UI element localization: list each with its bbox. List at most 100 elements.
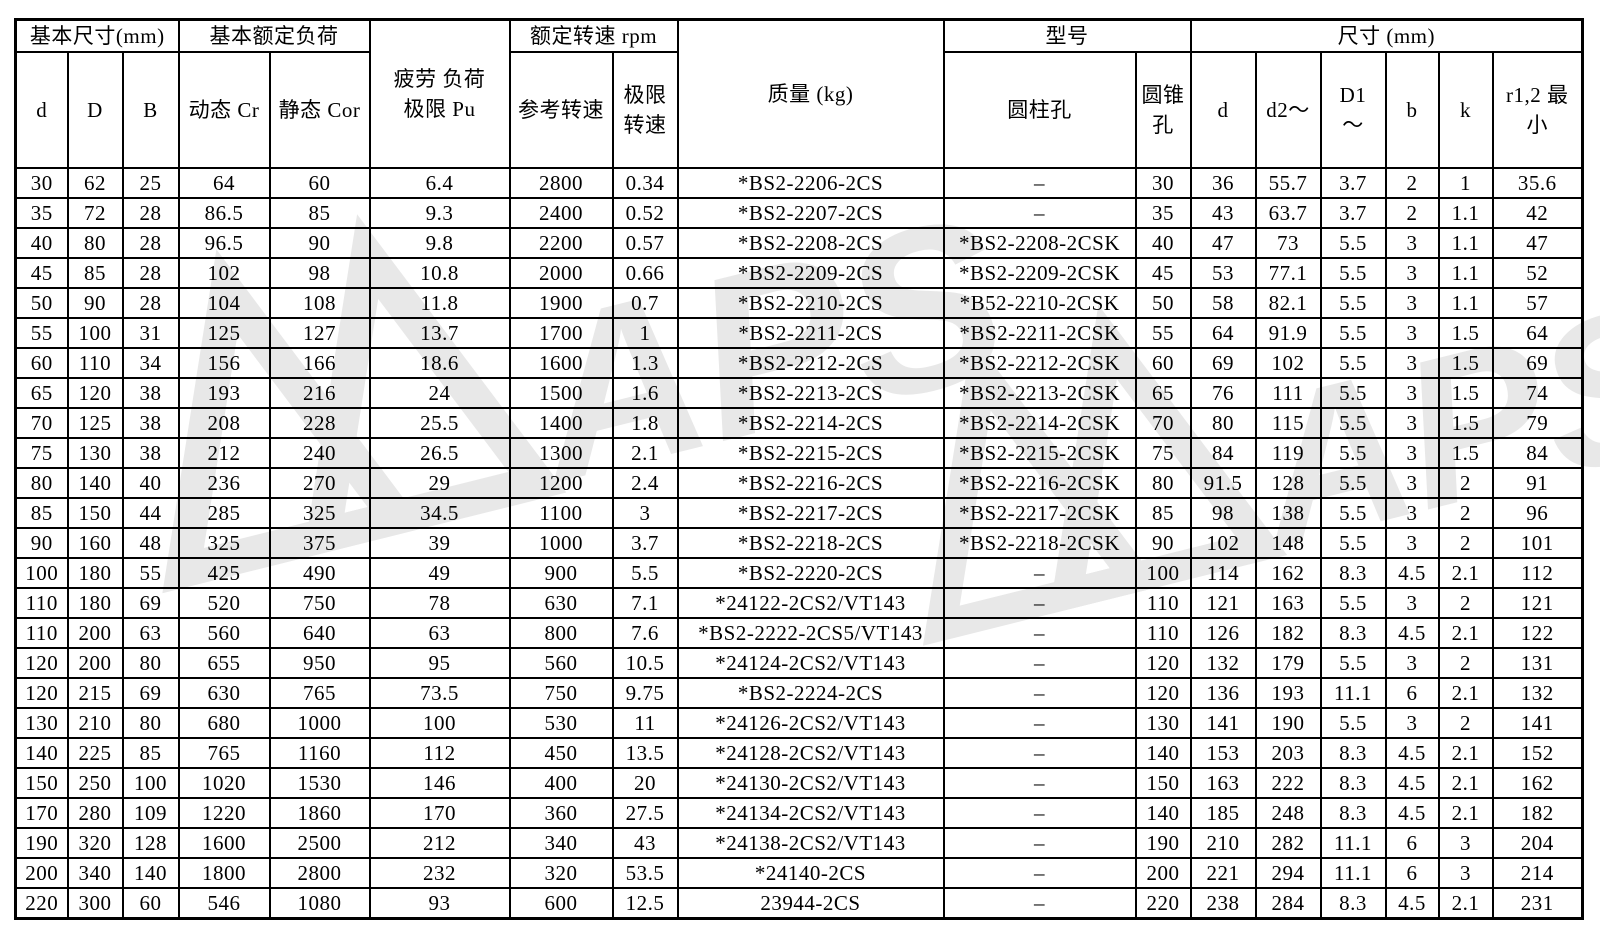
table-cell: 100 (66, 317, 124, 350)
table-cell: 6.4 (368, 167, 511, 200)
table-cell: 100 (1134, 557, 1192, 590)
table-cell: 1 (611, 317, 679, 350)
bearing-spec-table: 基本尺寸(mm) 基本额定负荷 疲劳 负荷 极限 Pu 额定转速 rpm 质量 … (14, 18, 1585, 921)
table-cell: 248 (1254, 797, 1322, 830)
table-cell: 3 (1384, 647, 1440, 680)
table-cell: 400 (508, 767, 614, 800)
table-cell: 3 (1384, 347, 1440, 380)
table-cell: 190 (1134, 827, 1192, 860)
table-cell: 20 (611, 767, 679, 800)
table-cell: 6 (1384, 857, 1440, 890)
table-cell: 0.57 (611, 227, 679, 260)
table-cell: *BS2-2222-2CS5/VT143 (676, 617, 945, 650)
table-cell: 2800 (268, 857, 371, 890)
table-cell: 3 (1384, 437, 1440, 470)
table-cell: 2400 (508, 197, 614, 230)
table-cell: 9.3 (368, 197, 511, 230)
table-cell: 42 (1491, 197, 1584, 230)
table-cell: 49 (368, 557, 511, 590)
table-cell: 96 (1491, 497, 1584, 530)
table-cell: 69 (1491, 347, 1584, 380)
table-cell: 1500 (508, 377, 614, 410)
table-cell: 185 (1189, 797, 1257, 830)
table-cell: 140 (121, 857, 180, 890)
table-row: 50 90 28 104 108 11.8 1900 0.7 *BS2-2210-2CS *B52… (14, 287, 1584, 320)
table-cell: 39 (368, 527, 511, 560)
table-row: 150 250 100 1020 1530 146 400 20 *24130-2CS2/VT1… (14, 767, 1584, 800)
table-cell: 530 (508, 707, 614, 740)
table-cell: 47 (1189, 227, 1257, 260)
table-cell: – (942, 197, 1137, 230)
table-cell: 120 (14, 647, 69, 680)
table-cell: 65 (14, 377, 69, 410)
col-static-load-cor: 静态 Cor (268, 51, 371, 170)
table-cell: 23944-2CS (676, 887, 945, 920)
table-cell: *24140-2CS (676, 857, 945, 890)
table-cell: 3 (1384, 527, 1440, 560)
table-cell: 5.5 (1319, 707, 1387, 740)
table-cell: 1100 (508, 497, 614, 530)
table-cell: 546 (177, 887, 271, 920)
table-cell: 55 (14, 317, 69, 350)
table-cell: 52 (1491, 257, 1584, 290)
table-cell: – (942, 557, 1137, 590)
table-cell: 163 (1189, 767, 1257, 800)
table-cell: *BS2-2218-2CSK (942, 527, 1137, 560)
table-cell: 1.1 (1437, 197, 1494, 230)
table-cell: 210 (66, 707, 124, 740)
table-cell: 82.1 (1254, 287, 1322, 320)
table-cell: 6 (1384, 677, 1440, 710)
table-cell: 35 (1134, 197, 1192, 230)
table-cell: 170 (368, 797, 511, 830)
col-dim-d: d (1189, 51, 1257, 170)
table-cell: 750 (268, 587, 371, 620)
table-cell: 78 (368, 587, 511, 620)
table-cell: 40 (14, 227, 69, 260)
table-cell: 655 (177, 647, 271, 680)
table-cell: *B52-2210-2CSK (942, 287, 1137, 320)
table-cell: 560 (177, 617, 271, 650)
table-cell: 127 (268, 317, 371, 350)
table-cell: 425 (177, 557, 271, 590)
table-cell: 1000 (508, 527, 614, 560)
table-cell: *BS2-2213-2CS (676, 377, 945, 410)
table-cell: 136 (1189, 677, 1257, 710)
table-row: 90 160 48 325 375 39 1000 3.7 *BS2-2218-2CS *BS2-… (14, 527, 1584, 560)
table-cell: 162 (1491, 767, 1584, 800)
table-cell: 3 (1384, 377, 1440, 410)
table-cell: – (942, 587, 1137, 620)
table-cell: 63.7 (1254, 197, 1322, 230)
table-cell: *BS2-2207-2CS (676, 197, 945, 230)
table-cell: 162 (1254, 557, 1322, 590)
table-cell: 95 (368, 647, 511, 680)
table-cell: *24124-2CS2/VT143 (676, 647, 945, 680)
table-cell: 5.5 (1319, 317, 1387, 350)
col-limit-speed: 极限 转速 (611, 51, 679, 170)
table-cell: 3 (1384, 287, 1440, 320)
table-cell: 340 (66, 857, 124, 890)
table-row: 140 225 85 765 1160 112 450 13.5 *24128-2CS2/VT1… (14, 737, 1584, 770)
table-cell: 98 (268, 257, 371, 290)
table-cell: 2.1 (1437, 797, 1494, 830)
table-cell: 270 (268, 467, 371, 500)
table-cell: 180 (66, 587, 124, 620)
table-cell: *24134-2CS2/VT143 (676, 797, 945, 830)
table-cell: 91.5 (1189, 467, 1257, 500)
table-cell: – (942, 857, 1137, 890)
table-cell: 520 (177, 587, 271, 620)
table-cell: 70 (1134, 407, 1192, 440)
table-cell: 4.5 (1384, 737, 1440, 770)
table-cell: 69 (121, 587, 180, 620)
col-dim-b: b (1384, 51, 1440, 170)
table-cell: 2.1 (1437, 767, 1494, 800)
table-cell: 3 (1384, 257, 1440, 290)
table-cell: 119 (1254, 437, 1322, 470)
table-cell: 55.7 (1254, 167, 1322, 200)
table-cell: 6 (1384, 827, 1440, 860)
table-cell: 450 (508, 737, 614, 770)
col-dynamic-load-cr: 动态 Cr (177, 51, 271, 170)
table-cell: 9.75 (611, 677, 679, 710)
table-cell: 2.1 (1437, 677, 1494, 710)
table-cell: 104 (177, 287, 271, 320)
table-cell: 63 (368, 617, 511, 650)
